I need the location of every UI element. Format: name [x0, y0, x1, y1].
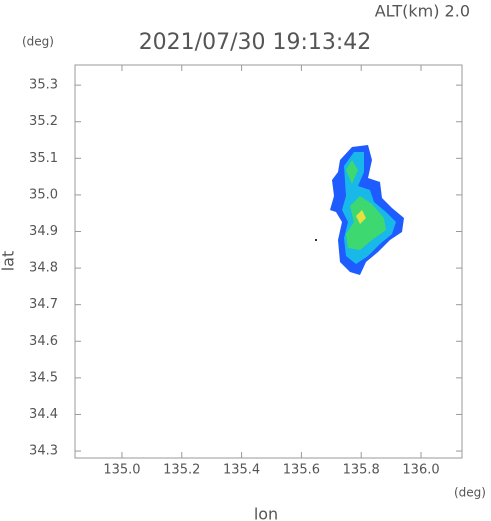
x-tick-label: 135.6	[283, 463, 320, 478]
x-tick-label: 135.4	[223, 463, 260, 478]
echo-peak	[356, 210, 366, 224]
x-tick-label: 135.2	[163, 463, 200, 478]
radar-echo	[315, 145, 404, 275]
y-tick-label: 34.8	[29, 261, 58, 276]
y-unit: (deg)	[22, 35, 54, 49]
x-tick-label: 135.0	[103, 463, 140, 478]
y-tick-label: 35.3	[29, 78, 58, 93]
x-axis-label: lon	[254, 505, 278, 521]
y-axis-label: lat	[0, 251, 18, 272]
y-tick-label: 34.4	[29, 407, 58, 422]
x-tick-label: 136.0	[402, 463, 439, 478]
y-tick-label: 34.3	[29, 444, 58, 459]
chart-title: 2021/07/30 19:13:42	[139, 30, 372, 55]
y-tick-label: 34.9	[29, 224, 58, 239]
altitude-label: ALT(km) 2.0	[375, 2, 470, 21]
x-tick-label: 135.8	[343, 463, 380, 478]
y-tick-label: 35.0	[29, 187, 58, 202]
x-unit: (deg)	[454, 486, 486, 500]
y-tick-label: 34.7	[29, 297, 58, 312]
echo-high	[346, 160, 386, 250]
echo-dot	[315, 239, 317, 241]
y-tick-label: 34.6	[29, 334, 58, 349]
y-tick-label: 35.2	[29, 114, 58, 129]
y-tick-label: 34.5	[29, 370, 58, 385]
plot-frame	[74, 64, 463, 459]
y-tick-label: 35.1	[29, 151, 58, 166]
